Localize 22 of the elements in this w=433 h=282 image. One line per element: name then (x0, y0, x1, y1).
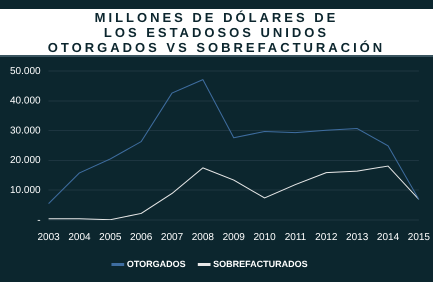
x-tick-label: 2006 (130, 232, 153, 243)
legend-label: OTORGADOS (126, 258, 186, 269)
y-tick-label: 20.000 (10, 155, 42, 166)
y-tick-label: 10.000 (10, 184, 42, 196)
x-tick-label: 2005 (99, 232, 122, 243)
x-tick-label: 2008 (192, 232, 214, 243)
y-tick-label: 40.000 (10, 96, 42, 107)
x-tick-label: 2014 (376, 232, 400, 243)
x-tick-label: 2015 (408, 232, 430, 243)
x-tick-label: 2010 (253, 232, 276, 243)
x-tick-label: 2011 (284, 232, 307, 243)
legend-label: SOBREFACTURADOS (213, 258, 308, 269)
y-tick-label: 30.000 (10, 125, 42, 136)
x-tick-label: 2013 (346, 232, 369, 243)
x-tick-label: 2004 (68, 232, 92, 243)
x-tick-label: 2003 (37, 232, 60, 243)
x-tick-label: 2007 (160, 232, 184, 243)
y-tick-label: - (37, 214, 41, 226)
x-tick-label: 2012 (315, 232, 338, 243)
x-tick-label: 2009 (222, 232, 246, 243)
y-tick-label: 50.000 (10, 66, 42, 77)
chart-title: MILLONES DE DÓLARES DE LOS ESTADOSOS UNIDOS OTORGADOS VS SOBREFACTURACIÓN (48, 10, 386, 54)
